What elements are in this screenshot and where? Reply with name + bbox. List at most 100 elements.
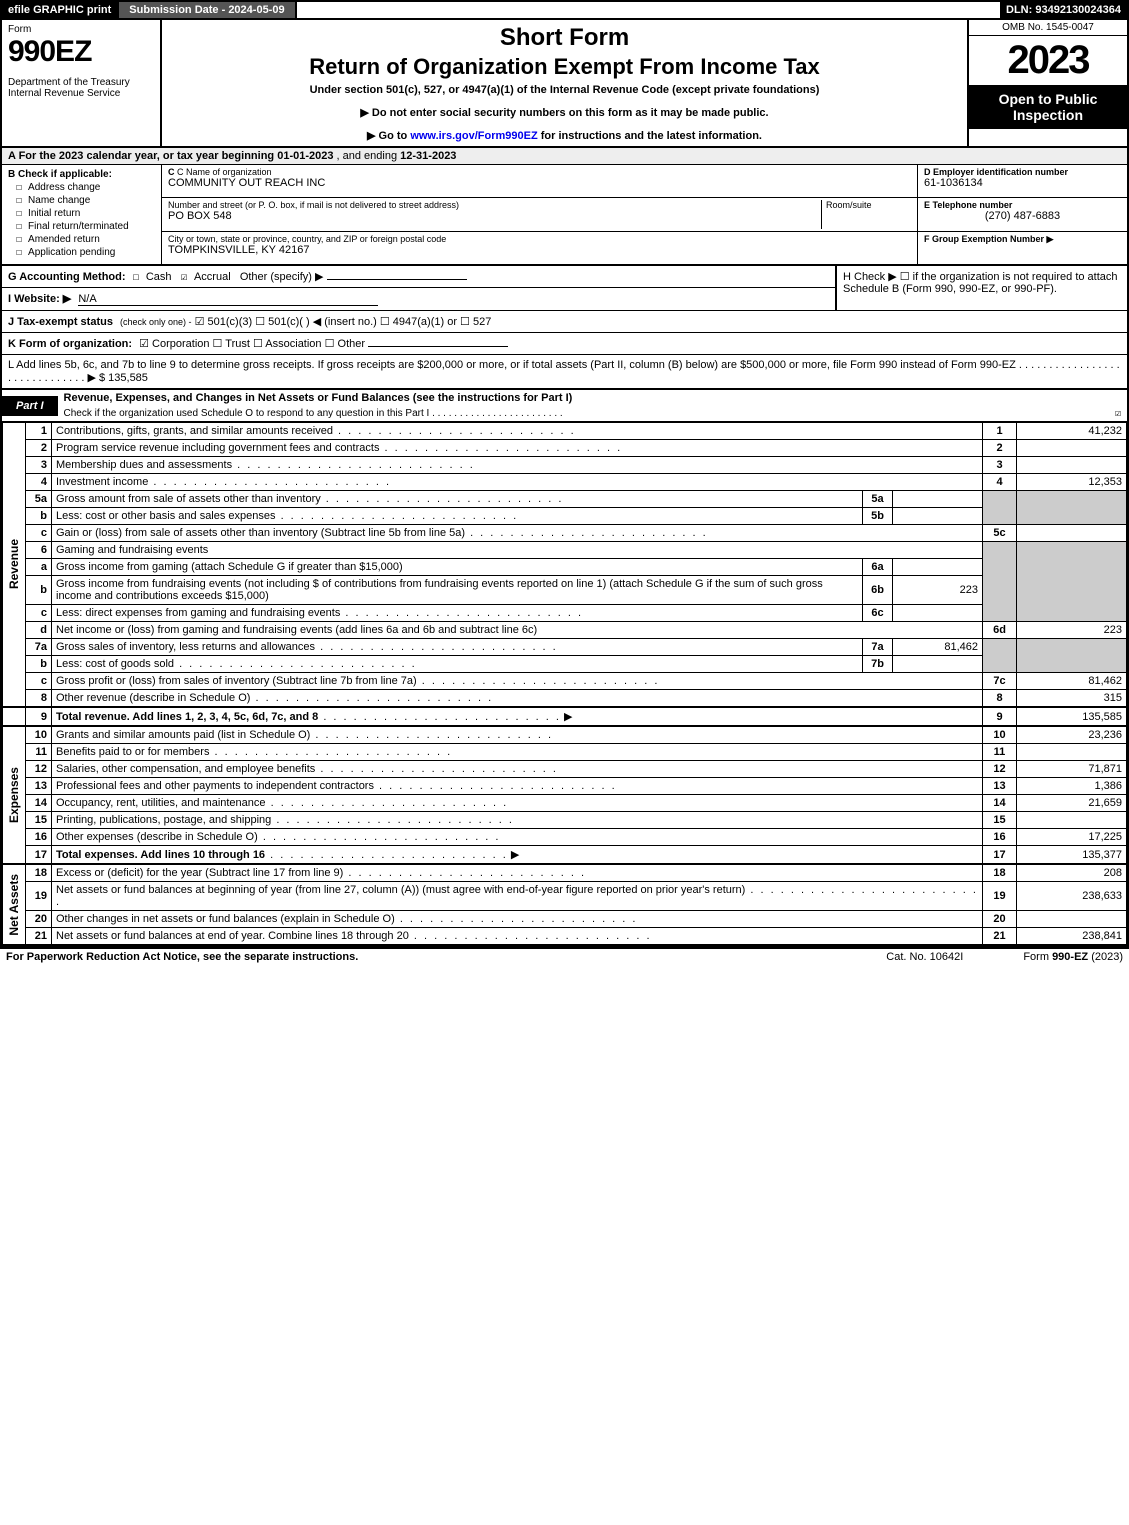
part-1-table: Revenue 1Contributions, gifts, grants, a… xyxy=(2,422,1127,945)
part-1-check[interactable]: ☑ xyxy=(1115,408,1121,419)
box-c: C C Name of organization COMMUNITY OUT R… xyxy=(162,165,917,264)
footer-mid: Cat. No. 10642I xyxy=(886,951,963,963)
table-row: 3Membership dues and assessments3 xyxy=(3,457,1127,474)
table-row: dNet income or (loss) from gaming and fu… xyxy=(3,622,1127,639)
chk-cash[interactable]: ☐ xyxy=(133,270,146,283)
table-row: bGross income from fundraising events (n… xyxy=(3,576,1127,605)
line-g: G Accounting Method: ☐ Cash ☑ Accrual Ot… xyxy=(2,266,835,288)
line-l-text: L Add lines 5b, 6c, and 7b to line 9 to … xyxy=(8,359,1120,384)
line-a-end: 12-31-2023 xyxy=(400,150,456,162)
table-row: cGain or (loss) from sale of assets othe… xyxy=(3,525,1127,542)
lines-g-h: G Accounting Method: ☐ Cash ☑ Accrual Ot… xyxy=(2,266,1127,311)
line-j: J Tax-exempt status (check only one) - ☑… xyxy=(2,311,1127,333)
short-form-title: Short Form xyxy=(170,24,959,52)
line-k: K Form of organization: ☑ Corporation ☐ … xyxy=(2,333,1127,355)
table-row: 11Benefits paid to or for members11 xyxy=(3,744,1127,761)
table-row: 6Gaming and fundraising events xyxy=(3,542,1127,559)
open-inspection: Open to Public Inspection xyxy=(969,85,1127,129)
other-specify: Other (specify) ▶ xyxy=(240,271,324,283)
org-name: COMMUNITY OUT REACH INC xyxy=(168,177,911,189)
table-row: 2Program service revenue including gover… xyxy=(3,440,1127,457)
box-e: E Telephone number (270) 487-6883 xyxy=(918,198,1127,231)
revenue-side-label: Revenue xyxy=(3,423,26,708)
box-b: B Check if applicable: ☐ Address change … xyxy=(2,165,162,264)
irs-link[interactable]: www.irs.gov/Form990EZ xyxy=(410,130,537,142)
chk-final[interactable]: ☐ Final return/terminated xyxy=(16,221,155,232)
phone-label: E Telephone number xyxy=(924,200,1012,210)
line-i-label: I Website: ▶ xyxy=(8,293,71,305)
table-row: 20Other changes in net assets or fund ba… xyxy=(3,911,1127,928)
footer: For Paperwork Reduction Act Notice, see … xyxy=(0,947,1129,965)
form-body: Form 990EZ Department of the Treasury In… xyxy=(0,20,1129,947)
goto-note: ▶ Go to www.irs.gov/Form990EZ for instru… xyxy=(170,129,959,142)
addr-label: Number and street (or P. O. box, if mail… xyxy=(168,200,821,210)
chk-name[interactable]: ☐ Name change xyxy=(16,195,155,206)
efile-label[interactable]: efile GRAPHIC print xyxy=(2,2,119,18)
line-i: I Website: ▶ N/A xyxy=(2,288,835,310)
submission-date: Submission Date - 2024-05-09 xyxy=(119,2,296,18)
line-h-text: H Check ▶ ☐ if the organization is not r… xyxy=(843,271,1118,295)
table-row: 8Other revenue (describe in Schedule O)8… xyxy=(3,690,1127,708)
part-1-note: Check if the organization used Schedule … xyxy=(58,406,1127,421)
org-name-row: C C Name of organization COMMUNITY OUT R… xyxy=(162,165,917,198)
table-row: Expenses 10Grants and similar amounts pa… xyxy=(3,726,1127,744)
box-d: D Employer identification number 61-1036… xyxy=(918,165,1127,198)
return-title: Return of Organization Exempt From Incom… xyxy=(170,54,959,80)
part-1-title: Revenue, Expenses, and Changes in Net As… xyxy=(58,390,1127,406)
line-k-label: K Form of organization: xyxy=(8,338,132,350)
ssn-note: ▶ Do not enter social security numbers o… xyxy=(170,106,959,119)
table-row: 4Investment income412,353 xyxy=(3,474,1127,491)
table-row: bLess: cost or other basis and sales exp… xyxy=(3,508,1127,525)
table-row: cLess: direct expenses from gaming and f… xyxy=(3,605,1127,622)
line-g-label: G Accounting Method: xyxy=(8,271,126,283)
table-row: Revenue 1Contributions, gifts, grants, a… xyxy=(3,423,1127,440)
top-bar: efile GRAPHIC print Submission Date - 20… xyxy=(0,0,1129,20)
line-l: L Add lines 5b, 6c, and 7b to line 9 to … xyxy=(2,355,1127,388)
table-row: 9Total revenue. Add lines 1, 2, 3, 4, 5c… xyxy=(3,707,1127,726)
box-def: D Employer identification number 61-1036… xyxy=(917,165,1127,264)
table-row: cGross profit or (loss) from sales of in… xyxy=(3,673,1127,690)
line-k-opts[interactable]: ☑ Corporation ☐ Trust ☐ Association ☐ Ot… xyxy=(139,338,365,350)
header-right: OMB No. 1545-0047 2023 Open to Public In… xyxy=(967,20,1127,146)
room-label: Room/suite xyxy=(826,200,911,210)
form-header: Form 990EZ Department of the Treasury In… xyxy=(2,20,1127,148)
line-a-pre: A For the 2023 calendar year, or tax yea… xyxy=(8,150,277,162)
chk-pending[interactable]: ☐ Application pending xyxy=(16,247,155,258)
org-address: PO BOX 548 xyxy=(168,210,821,222)
table-row: 14Occupancy, rent, utilities, and mainte… xyxy=(3,795,1127,812)
line-j-label: J Tax-exempt status xyxy=(8,316,113,328)
chk-initial[interactable]: ☐ Initial return xyxy=(16,208,155,219)
table-row: 17Total expenses. Add lines 10 through 1… xyxy=(3,846,1127,865)
line-a-mid: , and ending xyxy=(333,150,400,162)
part-1-tab: Part I xyxy=(2,396,58,416)
table-row: 12Salaries, other compensation, and empl… xyxy=(3,761,1127,778)
table-row: 7aGross sales of inventory, less returns… xyxy=(3,639,1127,656)
city-label: City or town, state or province, country… xyxy=(168,234,911,244)
org-city: TOMPKINSVILLE, KY 42167 xyxy=(168,244,911,256)
table-row: aGross income from gaming (attach Schedu… xyxy=(3,559,1127,576)
table-row: 5aGross amount from sale of assets other… xyxy=(3,491,1127,508)
dln-label: DLN: 93492130024364 xyxy=(1000,2,1127,18)
table-row: 15Printing, publications, postage, and s… xyxy=(3,812,1127,829)
table-row: 19Net assets or fund balances at beginni… xyxy=(3,882,1127,911)
expenses-side-label: Expenses xyxy=(3,726,26,864)
chk-address[interactable]: ☐ Address change xyxy=(16,182,155,193)
under-section: Under section 501(c), 527, or 4947(a)(1)… xyxy=(170,84,959,96)
group-label: F Group Exemption Number ▶ xyxy=(924,234,1053,244)
line-h: H Check ▶ ☐ if the organization is not r… xyxy=(837,266,1127,310)
omb-number: OMB No. 1545-0047 xyxy=(969,20,1127,36)
goto-pre: ▶ Go to xyxy=(367,130,410,142)
phone-value: (270) 487-6883 xyxy=(924,210,1121,222)
line-j-note: (check only one) - xyxy=(120,317,192,327)
line-a-begin: 01-01-2023 xyxy=(277,150,333,162)
chk-accrual[interactable]: ☑ xyxy=(181,270,194,283)
line-j-opts[interactable]: ☑ 501(c)(3) ☐ 501(c)( ) ◀ (insert no.) ☐… xyxy=(195,316,492,328)
footer-right: Form 990-EZ (2023) xyxy=(1023,951,1123,963)
info-block: B Check if applicable: ☐ Address change … xyxy=(2,165,1127,266)
header-left: Form 990EZ Department of the Treasury In… xyxy=(2,20,162,146)
line-l-amount: 135,585 xyxy=(108,372,148,384)
chk-amended[interactable]: ☐ Amended return xyxy=(16,234,155,245)
table-row: 21Net assets or fund balances at end of … xyxy=(3,928,1127,945)
header-mid: Short Form Return of Organization Exempt… xyxy=(162,20,967,146)
tax-year: 2023 xyxy=(969,36,1127,85)
